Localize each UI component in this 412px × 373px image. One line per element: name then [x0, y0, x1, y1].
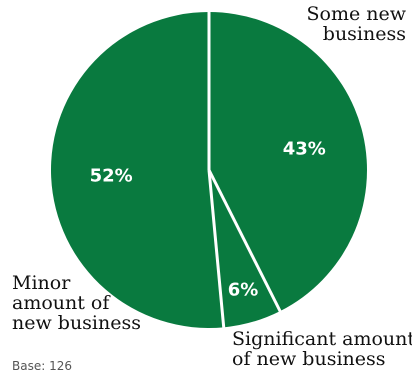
- slice-label-line: of new business: [232, 348, 386, 370]
- slice-label-line: amount of: [12, 292, 110, 314]
- slice-label-minor-amount: Minor amount of new business: [12, 273, 141, 333]
- pie-slice-some-new-business: [209, 12, 367, 312]
- slice-separator: [207, 169, 226, 329]
- slice-label-line: new business: [12, 312, 141, 334]
- slice-value-label: 6%: [228, 279, 259, 300]
- slice-label-line: Minor: [12, 272, 71, 294]
- slice-value-label: 43%: [283, 138, 326, 159]
- slice-label-line: Significant amount: [232, 328, 412, 350]
- slice-value-label: 52%: [90, 166, 133, 187]
- slice-separator: [207, 169, 282, 313]
- pie-slice-minor-amount-of-new-business: [50, 12, 224, 328]
- pie-slice-significant-amount-of-new-business: [209, 170, 281, 328]
- base-note: Base: 126: [12, 359, 72, 373]
- slice-label-some-new-business: Some new business: [246, 3, 407, 45]
- slice-label-significant-amount: Significant amount of new business: [232, 329, 412, 369]
- slice-label-line: business: [322, 23, 406, 45]
- slice-label-line: Some new: [306, 3, 407, 25]
